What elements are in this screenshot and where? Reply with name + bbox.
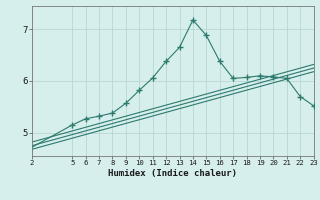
X-axis label: Humidex (Indice chaleur): Humidex (Indice chaleur) [108, 169, 237, 178]
